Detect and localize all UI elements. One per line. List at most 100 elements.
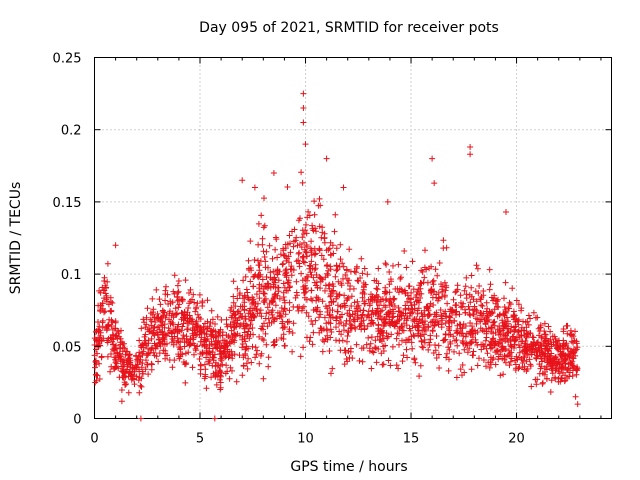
- data-point: [361, 291, 368, 297]
- data-point: [334, 308, 341, 315]
- data-point: [293, 234, 300, 241]
- data-point: [487, 281, 494, 288]
- data-point: [135, 377, 142, 384]
- data-point: [157, 340, 164, 347]
- data-point: [375, 321, 382, 328]
- data-point: [433, 313, 439, 320]
- data-point: [175, 278, 182, 284]
- data-point: [244, 365, 251, 372]
- data-point: [400, 327, 407, 334]
- data-point: [283, 269, 290, 276]
- data-point: [480, 357, 487, 363]
- data-point: [156, 296, 163, 303]
- data-point: [327, 326, 334, 333]
- data-point: [201, 375, 208, 382]
- data-point: [105, 301, 112, 308]
- data-point: [389, 343, 396, 350]
- data-point: [307, 269, 314, 276]
- data-point: [339, 260, 346, 267]
- data-point: [333, 245, 340, 252]
- data-point: [136, 368, 143, 375]
- data-point: [484, 350, 491, 357]
- data-point: [552, 342, 559, 349]
- data-point: [216, 367, 223, 374]
- data-point: [387, 322, 394, 329]
- data-point: [364, 271, 371, 278]
- data-point: [431, 288, 438, 295]
- data-point: [503, 322, 510, 329]
- data-point: [316, 223, 323, 230]
- data-point: [300, 283, 307, 290]
- data-point: [247, 305, 254, 312]
- data-point: [311, 266, 318, 273]
- data-point: [271, 293, 278, 300]
- data-point: [196, 328, 203, 335]
- data-point: [463, 274, 470, 281]
- data-point: [232, 311, 239, 318]
- data-point: [292, 294, 299, 301]
- data-point: [403, 346, 410, 353]
- data-point: [383, 261, 390, 268]
- data-point: [344, 333, 351, 339]
- data-point: [555, 375, 562, 382]
- data-point: [478, 302, 485, 309]
- data-point: [492, 361, 499, 368]
- data-point: [360, 345, 367, 351]
- data-point: [134, 361, 141, 368]
- data-point: [91, 342, 98, 348]
- data-point: [342, 272, 349, 278]
- data-point: [378, 350, 385, 357]
- data-point: [215, 332, 222, 339]
- data-point: [533, 381, 540, 388]
- data-point: [181, 309, 188, 316]
- data-point: [324, 327, 331, 334]
- data-point: [437, 307, 444, 313]
- data-point: [159, 334, 166, 341]
- data-point: [289, 228, 295, 235]
- data-point: [104, 278, 111, 285]
- data-point: [480, 288, 487, 294]
- data-point: [243, 345, 250, 352]
- data-point: [148, 366, 155, 373]
- data-point: [562, 352, 569, 359]
- data-point: [330, 250, 337, 257]
- data-point: [301, 259, 308, 266]
- data-point: [276, 310, 283, 317]
- data-point: [217, 386, 224, 393]
- data-point: [474, 316, 481, 323]
- data-point: [467, 299, 474, 306]
- data-point: [162, 355, 169, 362]
- data-point: [91, 335, 98, 342]
- data-point: [358, 255, 365, 262]
- data-point: [508, 349, 515, 356]
- data-point: [529, 342, 536, 349]
- data-point: [288, 263, 295, 270]
- data-point: [234, 317, 241, 324]
- data-point: [441, 293, 448, 300]
- data-point: [572, 393, 579, 400]
- data-point: [397, 311, 404, 318]
- data-point: [492, 297, 499, 304]
- data-point: [293, 278, 300, 285]
- data-point: [92, 329, 99, 335]
- data-point: [101, 274, 108, 281]
- data-point: [170, 328, 176, 335]
- data-point: [470, 296, 477, 303]
- data-point: [143, 314, 150, 321]
- data-point: [310, 329, 317, 336]
- data-point: [265, 315, 272, 322]
- data-point: [453, 302, 460, 309]
- data-point: [212, 321, 218, 327]
- data-point: [550, 362, 557, 369]
- data-point: [372, 310, 379, 317]
- data-point: [447, 340, 454, 347]
- data-point: [446, 356, 452, 363]
- data-point: [191, 342, 198, 349]
- data-point: [180, 359, 187, 365]
- data-point: [438, 321, 445, 328]
- data-point: [341, 292, 348, 299]
- data-point: [333, 262, 340, 269]
- data-point: [467, 144, 474, 150]
- data-point: [198, 334, 205, 341]
- data-point: [395, 261, 402, 268]
